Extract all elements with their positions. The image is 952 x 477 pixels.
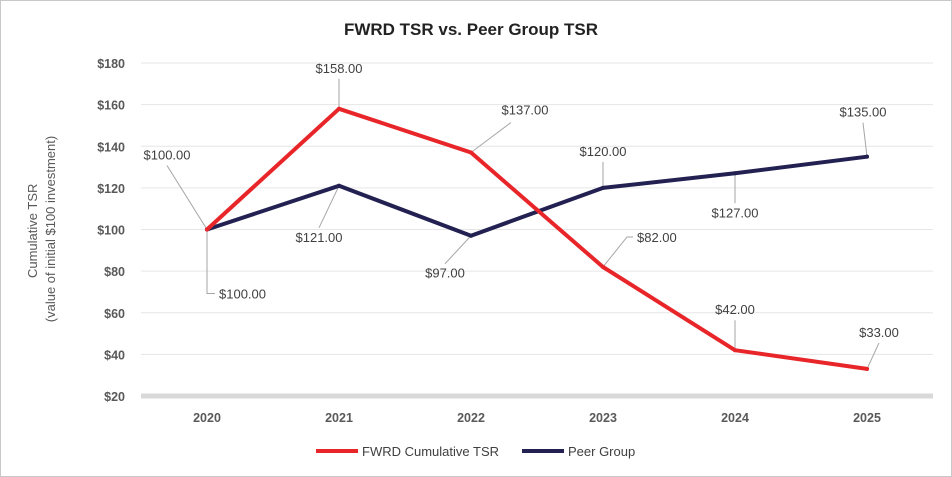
data-point-fwrd [865,366,869,371]
data-label-peer-group: $127.00 [712,205,759,220]
data-label-leader [862,122,868,157]
data-point-fwrd [469,150,473,155]
data-label-leader [470,122,512,153]
y-axis-ticks: $20 $40 $60 $80 $100 $120 $140 $160 $180 [97,57,125,404]
data-label-leader [318,185,340,229]
data-point-fwrd [733,348,737,353]
legend-label-peer-group: Peer Group [568,444,635,459]
grid-lines [141,62,933,399]
series-line-peer-group [205,154,869,238]
y-tick-label: $140 [97,140,125,154]
data-label-leader [166,165,208,230]
y-axis-label-line-2: (value of initial $100 investment) [43,136,58,322]
data-label-peer-group: $121.00 [296,230,343,245]
data-label-fwrd: $42.00 [715,302,755,317]
data-point-peer-group [337,183,341,188]
data-point-fwrd [601,264,605,269]
x-tick-label: 2025 [853,411,881,425]
y-tick-label: $180 [97,57,125,71]
data-label-fwrd: $33.00 [859,325,899,340]
data-point-peer-group [733,171,737,176]
data-label-leader [602,236,633,268]
data-point-peer-group [601,185,605,190]
y-tick-label: $60 [104,307,125,321]
chart-title: FWRD TSR vs. Peer Group TSR [344,20,598,39]
data-label-leader [866,342,880,370]
y-tick-label: $160 [97,99,125,113]
data-label-peer-group: $100.00 [219,287,266,302]
y-tick-label: $20 [104,390,125,404]
data-point-peer-group [469,233,473,238]
x-tick-label: 2021 [325,411,353,425]
x-tick-label: 2024 [721,411,749,425]
y-tick-label: $40 [104,348,125,362]
x-axis-ticks: 2020 2021 2022 2023 2024 2025 [193,411,881,425]
data-labels: $100.00 $158.00 $137.00 $82.00 $42.00 $33.00 $… [144,61,899,340]
data-point-peer-group [865,154,869,159]
data-label-peer-group: $97.00 [425,266,465,281]
x-tick-label: 2023 [589,411,617,425]
data-label-fwrd: $158.00 [316,61,363,76]
y-tick-label: $80 [104,265,125,279]
x-tick-label: 2022 [457,411,485,425]
y-tick-label: $100 [97,224,125,238]
data-label-leader [444,235,472,265]
x-tick-label: 2020 [193,411,221,425]
legend-label-fwrd: FWRD Cumulative TSR [362,444,499,459]
data-point-fwrd [205,227,209,232]
data-label-leader [206,229,215,294]
data-label-peer-group: $120.00 [580,144,627,159]
y-tick-label: $120 [97,182,125,196]
data-label-peer-group: $135.00 [840,105,887,120]
data-label-leaders [166,78,880,370]
series-lines [205,106,869,371]
data-label-fwrd: $137.00 [502,102,549,117]
data-label-fwrd: $100.00 [144,148,191,163]
y-axis-label-line-1: Cumulative TSR [25,184,40,278]
y-axis-label: Cumulative TSR (value of initial $100 in… [25,136,58,322]
series-line-fwrd [205,106,869,371]
data-label-fwrd: $82.00 [637,230,677,245]
legend: FWRD Cumulative TSR Peer Group [316,444,635,459]
data-point-fwrd [337,106,341,111]
